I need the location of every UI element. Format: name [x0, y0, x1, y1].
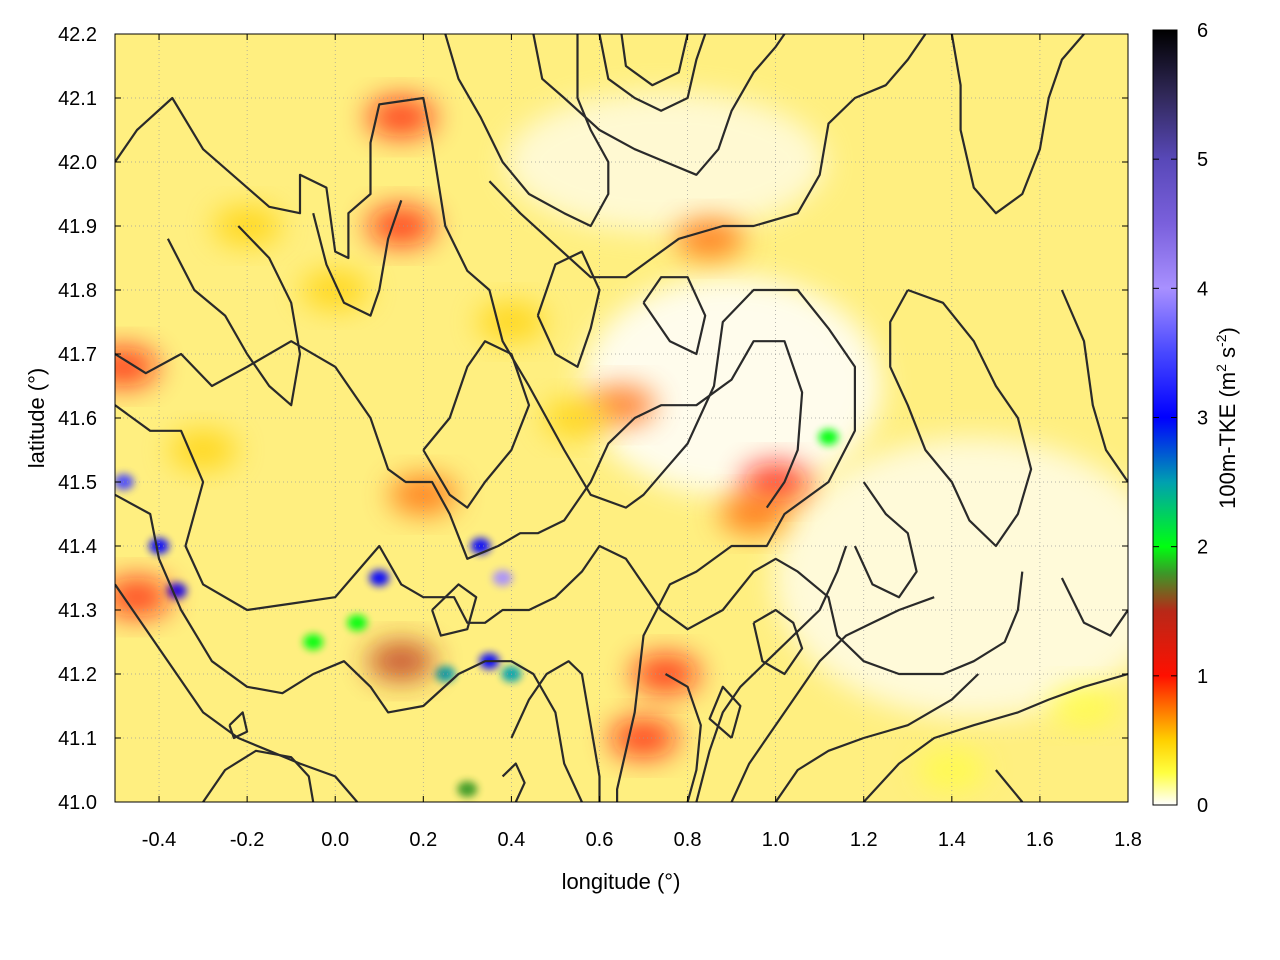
- y-tick-label: 41.4: [58, 536, 97, 558]
- colorbar-label: 100m-TKE (m2 s-2): [1213, 327, 1240, 509]
- tke-hotspot: [470, 538, 491, 554]
- tke-hotspot: [492, 570, 513, 586]
- terrain-contour: [995, 769, 1024, 802]
- terrain-contour: [202, 749, 315, 802]
- terrain-contour: [115, 493, 583, 802]
- x-tick-label: 0.0: [321, 829, 349, 851]
- terrain-contour: [115, 583, 359, 802]
- tke-hotspot: [367, 206, 436, 246]
- tke-hotspot: [457, 781, 478, 798]
- terrain-contour: [853, 481, 918, 599]
- terrain-contour: [950, 34, 1085, 215]
- x-tick-label: 0.6: [586, 829, 614, 851]
- y-tick-label: 42.1: [58, 88, 97, 110]
- tke-hotspot: [169, 430, 238, 470]
- y-tick-label: 41.7: [58, 344, 97, 366]
- tke-hotspot: [1049, 686, 1118, 726]
- x-tick-label: -0.4: [142, 829, 176, 851]
- tke-hotspot: [367, 641, 436, 682]
- colorbar-ticks: 0 1 2 3 4 5 6: [1153, 20, 1208, 817]
- colorbar-tick-label: 2: [1197, 537, 1208, 559]
- terrain-contour: [115, 96, 856, 802]
- colorbar-tick-label: 6: [1197, 20, 1208, 42]
- x-axis-label: longitude (°): [562, 869, 681, 894]
- terrain-contour: [422, 340, 531, 509]
- terrain-contour: [774, 673, 980, 802]
- terrain-contour: [228, 711, 249, 740]
- terrain-contour: [532, 34, 786, 176]
- colorbar: 0 1 2 3 4 5 6 100m-TKE (m2 s-2): [1152, 20, 1240, 817]
- terrain-contour: [620, 34, 689, 87]
- terrain-contour: [730, 596, 935, 802]
- terrain-contour: [708, 685, 742, 739]
- terrain-contour: [642, 276, 707, 356]
- tke-hotspot: [367, 97, 436, 138]
- tke-hotspot: [369, 570, 390, 586]
- terrain-contours: [115, 34, 1128, 802]
- x-tick-label: 1.4: [938, 829, 966, 851]
- tke-hotspot: [719, 494, 788, 534]
- colorbar-tick-label: 0: [1197, 795, 1208, 817]
- y-tick-label: 41.6: [58, 408, 97, 430]
- colorbar-tick-label: 1: [1197, 666, 1208, 688]
- x-tick-label: -0.2: [230, 829, 264, 851]
- colorbar-tick-label: 3: [1197, 408, 1208, 430]
- tke-hotspot: [115, 577, 172, 618]
- y-tick-label: 42.2: [58, 24, 97, 46]
- colorbar-tick-label: 4: [1197, 278, 1208, 300]
- terrain-contour: [536, 250, 601, 368]
- y-tick-label: 41.9: [58, 216, 97, 238]
- y-tick-label: 41.5: [58, 472, 97, 494]
- x-tick-label: 1.2: [850, 829, 878, 851]
- terrain-contour: [166, 225, 302, 407]
- tke-hotspot: [115, 474, 134, 490]
- x-tick-label: 0.4: [497, 829, 525, 851]
- terrain-contour: [115, 404, 1024, 676]
- x-tick-label: 0.2: [409, 829, 437, 851]
- terrain-contour: [598, 34, 707, 112]
- colorbar-tick-label: 5: [1197, 149, 1208, 171]
- y-tick-label: 41.2: [58, 664, 97, 686]
- x-tick-label: 1.6: [1026, 829, 1054, 851]
- terrain-contour: [664, 673, 702, 802]
- x-tick-label: 1.0: [762, 829, 790, 851]
- tke-hotspot: [435, 666, 456, 682]
- tke-hotspot: [115, 346, 158, 387]
- terrain-contour: [1060, 289, 1128, 483]
- tke-hotspot: [818, 429, 839, 446]
- tke-hotspot: [543, 398, 612, 438]
- y-axis: 41.0 41.1 41.2 41.3 41.4 41.5 41.6 41.7 41.8 41.9…: [58, 24, 1128, 814]
- terrain-contour: [510, 660, 601, 802]
- terrain-contour: [889, 288, 1033, 548]
- terrain-contour: [444, 34, 610, 228]
- terrain-contour: [488, 34, 927, 279]
- terrain-contour: [862, 672, 1128, 802]
- x-tick-label: 1.8: [1114, 829, 1142, 851]
- terrain-contour: [115, 340, 804, 560]
- y-tick-label: 41.8: [58, 280, 97, 302]
- plot-area: [114, 33, 1129, 803]
- x-axis: -0.4 -0.2 0.0 0.2 0.4 0.6 0.8 1.0 1.2 1.4 1.6 1.8: [142, 34, 1142, 851]
- terrain-contour: [431, 583, 478, 637]
- y-tick-label: 42.0: [58, 152, 97, 174]
- low-tke-region: [773, 438, 1128, 718]
- tke-hotspot: [347, 614, 368, 631]
- tke-hotspot: [675, 218, 744, 259]
- y-tick-label: 41.3: [58, 600, 97, 622]
- tke-hotspot: [303, 634, 324, 650]
- terrain-contour: [1060, 577, 1128, 637]
- terrain-contour: [695, 545, 848, 802]
- terrain-contour: [752, 608, 804, 676]
- low-tke-region: [581, 276, 882, 496]
- terrain-contour: [501, 762, 526, 802]
- terrain-contour: [312, 200, 403, 317]
- y-tick-label: 41.1: [58, 728, 97, 750]
- y-tick-label: 41.0: [58, 792, 97, 814]
- y-axis-label: latitude (°): [24, 368, 49, 469]
- x-tick-label: 0.8: [674, 829, 702, 851]
